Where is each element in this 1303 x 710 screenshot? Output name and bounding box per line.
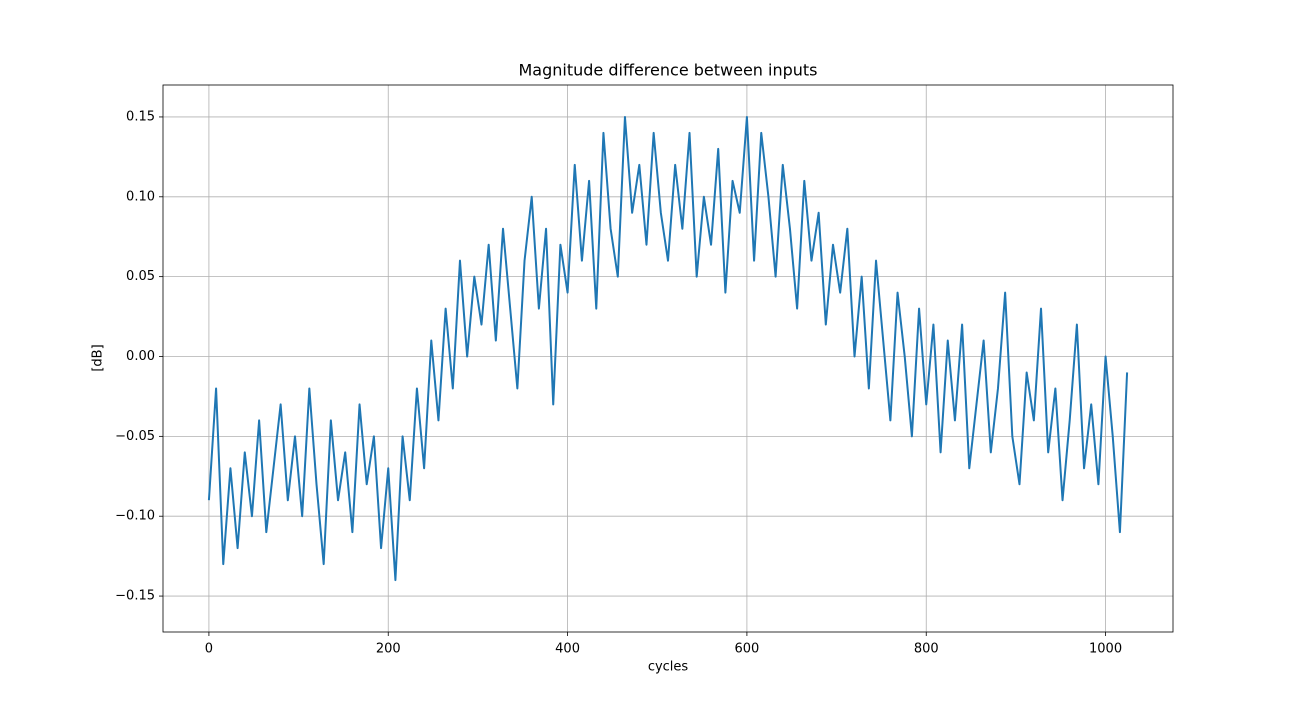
y-axis-label: [dB] — [91, 344, 106, 371]
y-tick-label: −0.05 — [115, 429, 155, 444]
y-tick-label: 0.10 — [126, 189, 155, 204]
x-tick-label: 1000 — [1089, 642, 1122, 657]
x-tick-label: 400 — [555, 642, 580, 657]
y-tick-label: 0.00 — [126, 349, 155, 364]
y-tick-label: −0.10 — [115, 509, 155, 524]
x-tick-label: 0 — [205, 642, 213, 657]
plot-area: 0 200 400 600 800 1000 −0.15 −0.10 −0.05 0.00 0.05… — [115, 85, 1173, 657]
x-tick-label: 800 — [914, 642, 939, 657]
data-line — [207, 115, 1129, 582]
y-tick-label: −0.15 — [115, 589, 155, 604]
x-tick-label: 200 — [376, 642, 401, 657]
x-axis-label: cycles — [648, 660, 689, 675]
chart-title: Magnitude difference between inputs — [518, 61, 817, 80]
x-tick-label: 600 — [734, 642, 759, 657]
y-tick-label: 0.15 — [126, 109, 155, 124]
y-tick-label: 0.05 — [126, 269, 155, 284]
axes-frame — [162, 84, 1174, 633]
